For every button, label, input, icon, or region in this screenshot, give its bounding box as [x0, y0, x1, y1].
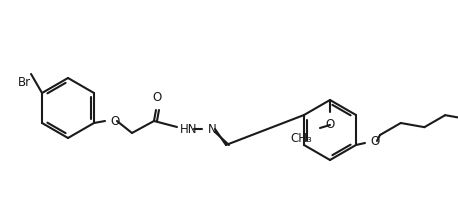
Text: O: O — [110, 114, 119, 128]
Text: CH₃: CH₃ — [290, 132, 312, 145]
Text: O: O — [153, 91, 162, 104]
Text: Br: Br — [18, 76, 31, 89]
Text: O: O — [325, 118, 335, 131]
Text: N: N — [208, 123, 217, 136]
Text: O: O — [370, 134, 379, 147]
Text: HN: HN — [180, 123, 197, 136]
